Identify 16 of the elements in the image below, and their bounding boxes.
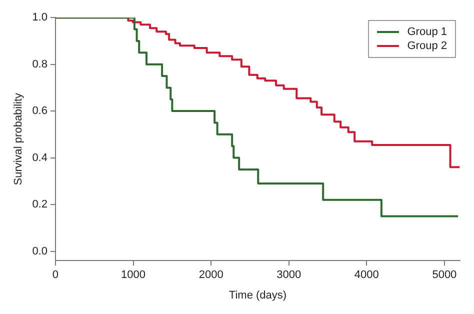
x-tick-label: 4000 — [354, 269, 379, 282]
x-tick-label: 3000 — [276, 269, 302, 282]
y-tick-label: 1.0 — [32, 12, 48, 24]
y-tick-label: 0.2 — [32, 198, 48, 211]
y-axis-title: Survival probability — [12, 92, 25, 186]
legend-label: Group 2 — [407, 39, 447, 53]
x-tick-label: 1000 — [121, 269, 146, 282]
x-tick-label: 0 — [52, 269, 59, 282]
y-tick-label: 0.8 — [32, 58, 48, 70]
y-tick-label: 0.0 — [32, 245, 48, 258]
y-tick-label: 0.4 — [32, 152, 48, 164]
x-tick-label: 5000 — [432, 269, 457, 282]
y-tick-label: 0.6 — [32, 105, 48, 118]
x-axis-title: Time (days) — [228, 289, 287, 302]
x-tick-label: 2000 — [198, 269, 224, 282]
legend-label: Group 1 — [407, 25, 447, 39]
